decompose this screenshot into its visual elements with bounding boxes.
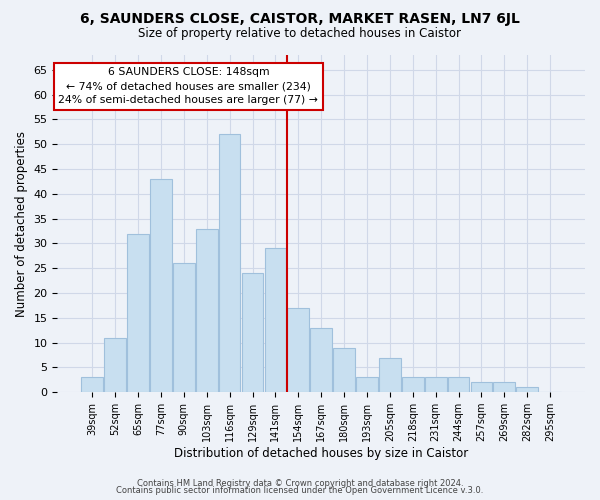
- Bar: [150, 179, 172, 392]
- Bar: [219, 134, 241, 392]
- Bar: [333, 348, 355, 392]
- Text: Contains public sector information licensed under the Open Government Licence v.: Contains public sector information licen…: [116, 486, 484, 495]
- Text: 6, SAUNDERS CLOSE, CAISTOR, MARKET RASEN, LN7 6JL: 6, SAUNDERS CLOSE, CAISTOR, MARKET RASEN…: [80, 12, 520, 26]
- Y-axis label: Number of detached properties: Number of detached properties: [15, 130, 28, 316]
- Text: 6 SAUNDERS CLOSE: 148sqm
← 74% of detached houses are smaller (234)
24% of semi-: 6 SAUNDERS CLOSE: 148sqm ← 74% of detach…: [58, 68, 319, 106]
- Text: Size of property relative to detached houses in Caistor: Size of property relative to detached ho…: [139, 28, 461, 40]
- Bar: [82, 378, 103, 392]
- Bar: [310, 328, 332, 392]
- Bar: [493, 382, 515, 392]
- X-axis label: Distribution of detached houses by size in Caistor: Distribution of detached houses by size …: [174, 447, 469, 460]
- Bar: [402, 378, 424, 392]
- Bar: [448, 378, 469, 392]
- Bar: [356, 378, 378, 392]
- Bar: [104, 338, 126, 392]
- Bar: [265, 248, 286, 392]
- Bar: [470, 382, 493, 392]
- Text: Contains HM Land Registry data © Crown copyright and database right 2024.: Contains HM Land Registry data © Crown c…: [137, 478, 463, 488]
- Bar: [196, 228, 218, 392]
- Bar: [173, 264, 195, 392]
- Bar: [425, 378, 446, 392]
- Bar: [287, 308, 309, 392]
- Bar: [242, 273, 263, 392]
- Bar: [517, 388, 538, 392]
- Bar: [127, 234, 149, 392]
- Bar: [379, 358, 401, 392]
